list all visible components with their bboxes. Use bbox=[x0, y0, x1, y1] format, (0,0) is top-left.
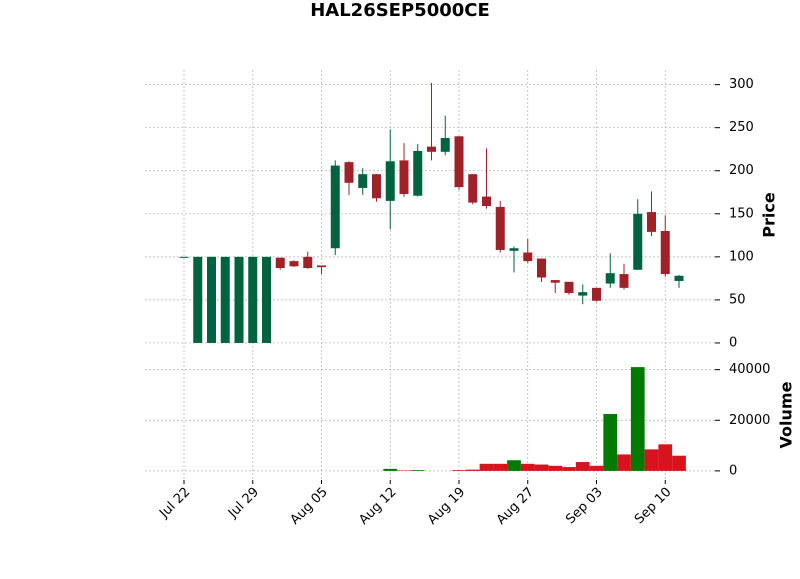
candle-body bbox=[358, 174, 368, 188]
x-tick-label: Aug 12 bbox=[356, 485, 399, 528]
volume-bar bbox=[658, 444, 673, 471]
volume-bar bbox=[465, 469, 480, 471]
candle-body bbox=[440, 138, 450, 152]
x-tick-label: Jul 29 bbox=[225, 485, 262, 522]
y-tick-label: 150 bbox=[729, 206, 754, 221]
candle-body bbox=[248, 256, 258, 343]
volume-bar bbox=[534, 464, 549, 471]
candle-body bbox=[262, 256, 271, 343]
y-tick-label: 20000 bbox=[729, 413, 770, 428]
volume-bar bbox=[410, 470, 425, 471]
candle-body bbox=[454, 136, 464, 188]
candle-body bbox=[592, 287, 601, 301]
x-tick-label: Sep 03 bbox=[563, 485, 606, 528]
volume-bar bbox=[672, 455, 686, 471]
volume-bar bbox=[603, 413, 618, 471]
candle-body bbox=[193, 256, 203, 343]
x-tick-label: Aug 19 bbox=[425, 485, 468, 528]
candle-body bbox=[289, 261, 299, 267]
candle-body bbox=[605, 273, 615, 284]
volume-bar bbox=[479, 463, 494, 471]
y-tick-label: 0 bbox=[729, 463, 737, 478]
volume-bar bbox=[589, 465, 604, 471]
candle-body bbox=[482, 196, 491, 207]
volume-bar bbox=[575, 462, 590, 471]
candle-body bbox=[372, 174, 381, 199]
candle-body bbox=[523, 252, 533, 262]
candle-body bbox=[647, 212, 656, 232]
candle-body bbox=[207, 256, 216, 343]
candle-body bbox=[179, 256, 189, 258]
y-tick-label: 250 bbox=[729, 120, 754, 135]
volume-bar bbox=[630, 367, 645, 471]
candle-body bbox=[550, 280, 560, 283]
volume-bar bbox=[493, 463, 508, 471]
volume-bar bbox=[562, 467, 576, 471]
volume-bar bbox=[397, 470, 411, 471]
candle-body bbox=[234, 256, 244, 343]
candle-body bbox=[330, 165, 340, 249]
candle-body bbox=[385, 161, 395, 201]
candle-body bbox=[275, 257, 285, 269]
x-tick-label: Sep 10 bbox=[632, 485, 675, 528]
volume-bar bbox=[383, 468, 398, 471]
candle-body bbox=[619, 274, 629, 288]
candle-body bbox=[537, 258, 546, 278]
y-tick-label: 0 bbox=[729, 335, 737, 350]
x-tick-label: Jul 22 bbox=[156, 485, 193, 522]
candle-body bbox=[495, 206, 505, 250]
candle-body bbox=[509, 248, 519, 251]
x-tick-label: Aug 05 bbox=[288, 485, 331, 528]
volume-bar bbox=[507, 460, 521, 471]
candle-body bbox=[303, 256, 313, 269]
y-tick-label: 200 bbox=[729, 163, 754, 178]
volume-axis-label: Volume bbox=[777, 381, 796, 448]
candle-body bbox=[674, 275, 684, 281]
candle-body bbox=[220, 256, 230, 343]
volume-bar bbox=[520, 463, 535, 471]
candle-body bbox=[427, 146, 436, 152]
volume-bar bbox=[644, 449, 659, 471]
volume-bar bbox=[452, 470, 466, 471]
volume-bar bbox=[548, 465, 563, 471]
candle-body bbox=[660, 231, 670, 275]
candle-body bbox=[317, 265, 326, 268]
candle-body bbox=[399, 160, 409, 194]
y-axis-label: Price bbox=[760, 192, 779, 238]
y-tick-label: 300 bbox=[729, 77, 754, 92]
volume-bar bbox=[617, 454, 631, 471]
candle-body bbox=[468, 174, 478, 203]
y-tick-label: 100 bbox=[729, 249, 754, 264]
y-tick-label: 40000 bbox=[729, 362, 770, 377]
candle-body bbox=[633, 213, 643, 270]
candle-body bbox=[578, 292, 588, 296]
candle-body bbox=[344, 162, 354, 183]
candle-body bbox=[413, 150, 423, 196]
chart-title: HAL26SEP5000CE bbox=[310, 0, 490, 21]
candle-body bbox=[564, 281, 574, 294]
y-tick-label: 50 bbox=[729, 292, 746, 307]
x-tick-label: Aug 27 bbox=[494, 485, 537, 528]
